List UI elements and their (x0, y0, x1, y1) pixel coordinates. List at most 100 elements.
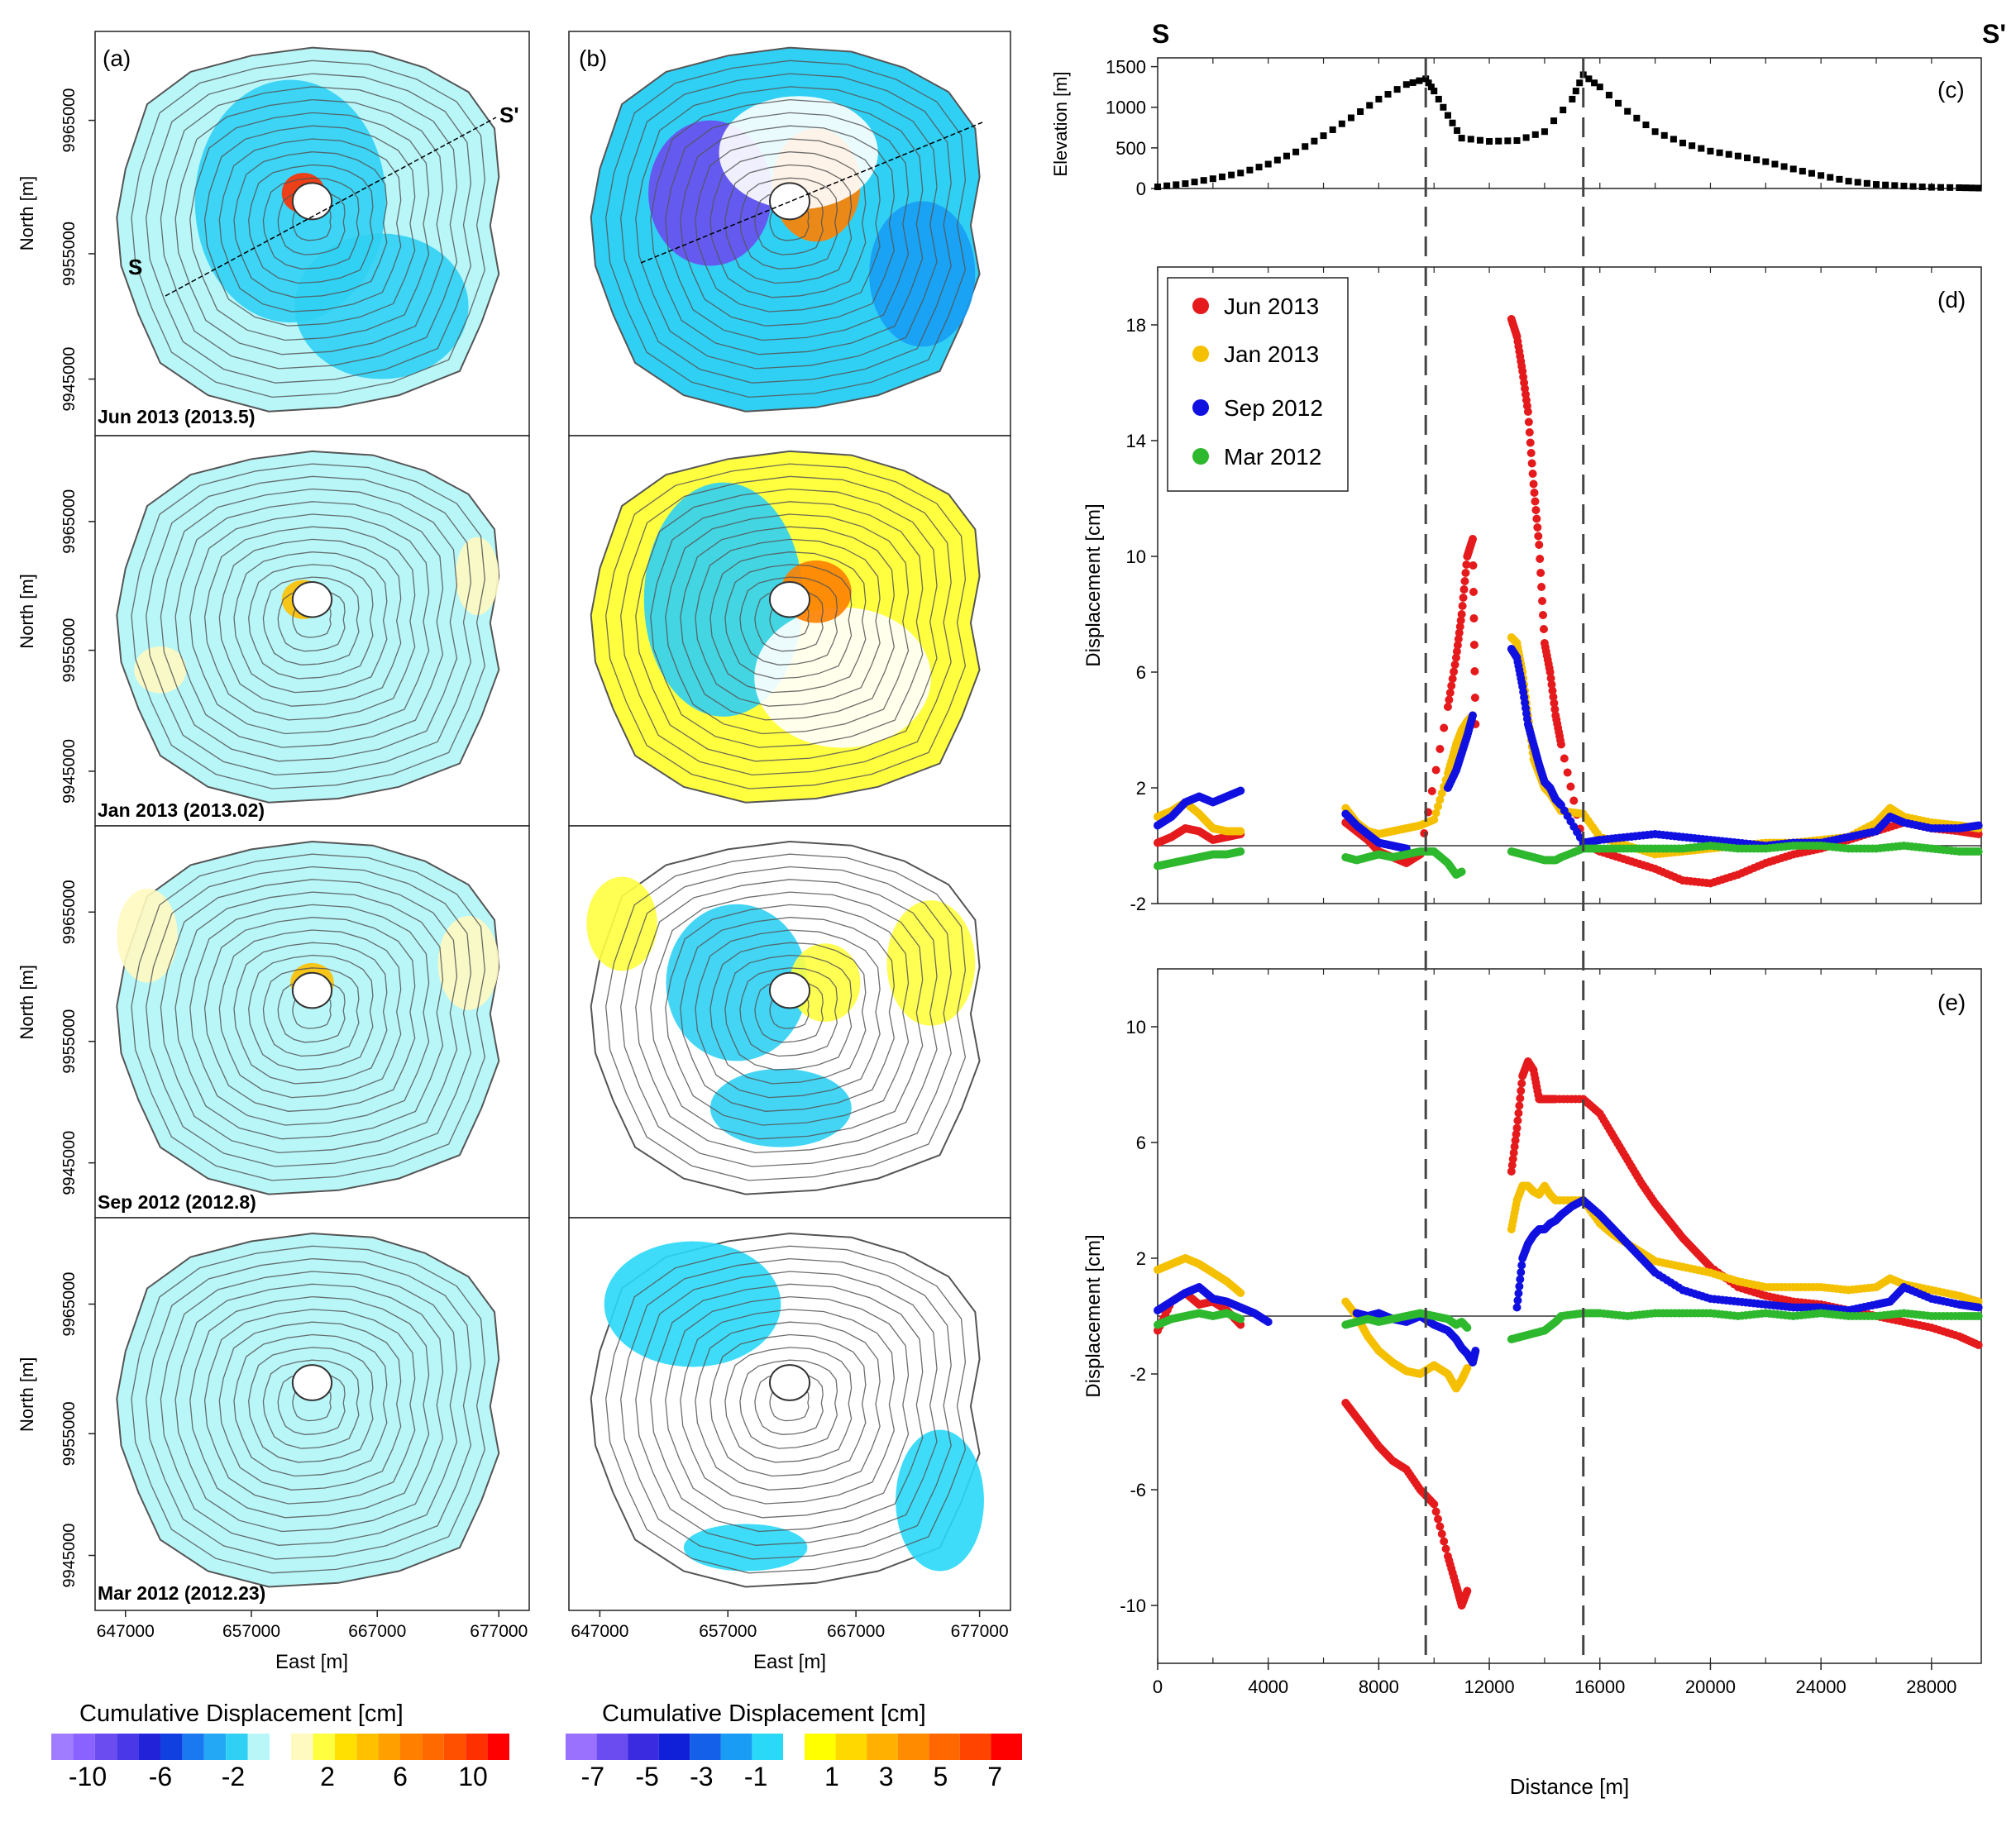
legend-label-jan-2013: Jan 2013 (1224, 341, 1319, 367)
elevation-point (1283, 152, 1290, 160)
chart-d-frame (1157, 266, 1982, 904)
elevation-point (1808, 169, 1816, 177)
colorbar-cell-positive (897, 1734, 929, 1760)
contour-line (203, 526, 416, 721)
elevation-point (1642, 122, 1650, 129)
elevation-point (1962, 184, 1970, 192)
displacement-point (1526, 449, 1536, 457)
contour-line (174, 501, 444, 748)
north-tick-label: 9955000 (60, 1009, 79, 1074)
contour-line (665, 904, 910, 1126)
displacement-point (1437, 1529, 1446, 1538)
elevation-point (1338, 120, 1345, 127)
elevation-point (1615, 99, 1622, 107)
contour-line (650, 1283, 924, 1533)
colorbar-cell-positive (466, 1734, 488, 1760)
displacement-patch (294, 233, 469, 379)
colorbar-cell-negative (720, 1734, 752, 1760)
legend-marker-jan-2013 (1192, 346, 1209, 362)
displacement-point (1974, 847, 1983, 856)
displacement-point (1974, 1312, 1983, 1320)
elevation-point (1237, 169, 1244, 177)
displacement-point (1536, 569, 1545, 577)
colorbar-cell-positive (929, 1734, 960, 1760)
displacement-point (1443, 703, 1452, 711)
contour-line (146, 1257, 472, 1560)
island-fill-a4 (116, 1232, 500, 1588)
north-axis-title: North [m] (17, 176, 37, 250)
contour-line (262, 967, 360, 1057)
elevation-point (1228, 171, 1235, 179)
colorbar-tick-label: -1 (744, 1762, 767, 1791)
contour-line (739, 967, 838, 1057)
contour-line (709, 1333, 867, 1477)
contour-line (233, 1333, 388, 1477)
colorbar-cell-positive (378, 1734, 400, 1760)
displacement-point (1517, 1086, 1526, 1095)
displacement-point (1516, 1094, 1525, 1103)
elevation-point (1458, 135, 1465, 142)
elevation-point (1891, 182, 1899, 189)
elevation-point (1576, 79, 1584, 87)
east-tick-label: 667000 (348, 1622, 406, 1641)
colorbar-cell-negative (628, 1734, 659, 1760)
displacement-point (1463, 1364, 1472, 1372)
displacement-point (1513, 1116, 1522, 1125)
elevation-point (1651, 128, 1659, 136)
series-jun-2013 (1154, 1057, 1983, 1610)
east-tick-label: 657000 (699, 1622, 757, 1641)
displacement-point (1445, 689, 1455, 697)
displacement-patch (754, 607, 931, 748)
elevation-point (1698, 145, 1705, 152)
x-tick-label: 0 (1153, 1677, 1163, 1697)
contour-line (189, 1295, 430, 1519)
contour-line (189, 112, 430, 341)
contour-line (248, 954, 374, 1071)
colorbar-cell-positive (400, 1734, 423, 1760)
contour-line (724, 164, 853, 284)
series-mar-2012 (1154, 1309, 1983, 1343)
contour-line (739, 177, 838, 270)
colorbar-cell-negative (73, 1734, 95, 1760)
elevation-point (1320, 132, 1327, 140)
y-tick-label: 10 (1126, 1017, 1146, 1037)
displacement-point (1528, 470, 1537, 478)
colorbar-cell-negative (160, 1734, 183, 1760)
displacement-point (1469, 711, 1478, 720)
east-tick-label: 647000 (571, 1622, 628, 1641)
displacement-point (1550, 699, 1559, 708)
series-mar-2012 (1154, 842, 1983, 879)
contour-line (695, 1321, 881, 1491)
displacement-point (1430, 1500, 1439, 1509)
colorbar-tick-label: 10 (458, 1762, 488, 1791)
displacement-point (1532, 514, 1541, 523)
displacement-point (1974, 821, 1983, 830)
crater-marker (291, 971, 333, 1009)
colorbar-tick-label: 2 (320, 1762, 335, 1791)
east-tick-label: 677000 (470, 1622, 528, 1641)
displacement-point (1431, 809, 1440, 818)
displacement-point (1434, 802, 1443, 811)
elevation-point (1467, 136, 1474, 143)
y-tick-label: 1000 (1106, 98, 1146, 118)
contour-line (233, 551, 388, 694)
elevation-point (1591, 79, 1598, 87)
elevation-point (1585, 75, 1593, 83)
colorbar-cell-positive (356, 1734, 379, 1760)
elevation-point (1191, 179, 1198, 186)
colorbar-cell-positive (422, 1734, 444, 1760)
north-tick-label: 9955000 (60, 222, 79, 286)
colorbar-cell-positive (991, 1734, 1022, 1760)
colorbar-cell-negative (752, 1734, 783, 1760)
displacement-point (1511, 1136, 1520, 1145)
elevation-point (1550, 117, 1558, 125)
displacement-point (1455, 628, 1464, 637)
profile-end-label: S' (1982, 19, 2006, 49)
chart-c-ylabel: Elevation [m] (1050, 71, 1071, 176)
east-tick-label: 677000 (951, 1622, 1009, 1641)
displacement-point (1569, 796, 1579, 805)
elevation-point (1707, 147, 1714, 155)
elevation-point (1357, 107, 1364, 115)
displacement-point (1450, 661, 1459, 669)
